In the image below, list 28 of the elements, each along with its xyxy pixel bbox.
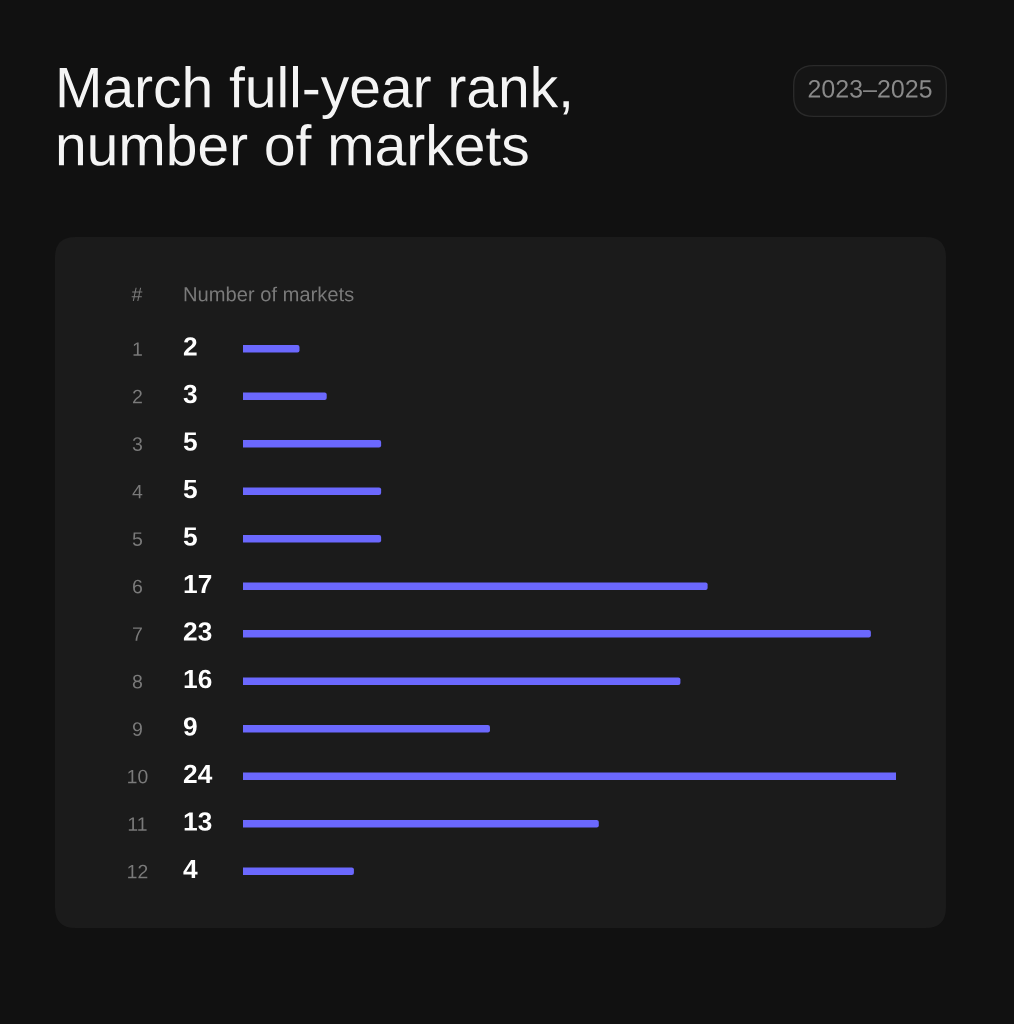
- y-tick-label: 9: [132, 722, 142, 736]
- y-tick-label: 10: [128, 769, 148, 784]
- y-tick-label: 12: [128, 864, 148, 879]
- y-axis-title: #: [131, 287, 143, 302]
- x-axis-title: Number of markets: [184, 286, 354, 302]
- data-label: 5: [183, 527, 197, 546]
- data-label: 5: [183, 479, 197, 499]
- y-tick-label: 5: [132, 532, 143, 546]
- chart-subtitle: 2023–2025: [808, 80, 932, 98]
- data-label: 5: [183, 432, 197, 451]
- data-label: 9: [183, 717, 197, 736]
- y-tick-label: 4: [132, 484, 143, 499]
- data-label: 24: [183, 764, 213, 784]
- y-tick-label: 8: [132, 674, 143, 689]
- y-tick-label: 7: [133, 627, 142, 641]
- data-label: 23: [183, 622, 212, 641]
- y-tick-label: 2: [133, 389, 142, 404]
- y-tick-label: 1: [133, 342, 142, 356]
- y-tick-label: 11: [128, 817, 147, 831]
- data-label: 17: [184, 574, 212, 594]
- y-tick-label: 6: [133, 579, 142, 594]
- data-label: 2: [183, 337, 197, 356]
- y-tick-label: 3: [132, 437, 142, 451]
- data-label: 13: [184, 812, 212, 831]
- data-label: 4: [183, 859, 198, 879]
- chart-title: March full-year rank, number of markets: [58, 66, 569, 166]
- data-label: 3: [183, 384, 197, 404]
- data-label: 16: [184, 669, 212, 689]
